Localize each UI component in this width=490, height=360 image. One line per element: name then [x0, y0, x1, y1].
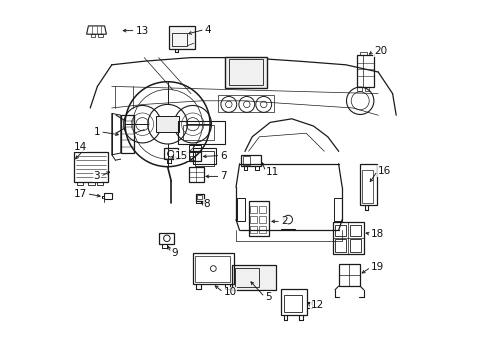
- Bar: [197, 195, 202, 199]
- Bar: [91, 34, 95, 37]
- Bar: [183, 125, 214, 140]
- Bar: [195, 151, 215, 166]
- Text: 5: 5: [265, 292, 271, 302]
- Text: 19: 19: [371, 262, 384, 272]
- Bar: [229, 59, 263, 85]
- Bar: [365, 87, 369, 91]
- Bar: [159, 233, 174, 244]
- Bar: [189, 167, 204, 182]
- Bar: [193, 253, 234, 284]
- Text: 12: 12: [311, 300, 324, 310]
- Bar: [196, 256, 229, 282]
- Bar: [284, 295, 302, 312]
- Bar: [243, 156, 250, 165]
- Bar: [164, 148, 178, 159]
- Bar: [350, 225, 361, 236]
- Bar: [237, 198, 245, 221]
- Text: 7: 7: [220, 171, 227, 181]
- Bar: [363, 170, 373, 203]
- Text: 10: 10: [223, 287, 237, 297]
- Text: 16: 16: [377, 166, 391, 176]
- Bar: [339, 264, 360, 286]
- Bar: [360, 52, 367, 55]
- Text: 17: 17: [74, 189, 87, 199]
- Bar: [334, 198, 342, 221]
- Bar: [259, 226, 266, 233]
- Bar: [281, 289, 307, 315]
- Bar: [218, 95, 274, 112]
- Bar: [357, 55, 374, 87]
- Bar: [97, 182, 103, 185]
- Bar: [178, 121, 225, 144]
- Bar: [170, 26, 196, 49]
- Bar: [172, 33, 187, 46]
- Text: 4: 4: [205, 24, 211, 35]
- Bar: [104, 193, 112, 199]
- Bar: [189, 145, 201, 152]
- Bar: [196, 194, 204, 201]
- Bar: [250, 206, 257, 213]
- Bar: [156, 116, 179, 132]
- Text: 18: 18: [371, 229, 384, 239]
- Text: 6: 6: [220, 150, 227, 161]
- Text: 3: 3: [94, 171, 100, 181]
- Bar: [88, 182, 95, 185]
- Bar: [225, 57, 267, 88]
- Bar: [335, 225, 346, 236]
- Bar: [242, 155, 261, 166]
- Bar: [259, 216, 266, 223]
- Bar: [190, 156, 195, 160]
- Bar: [250, 226, 257, 233]
- Text: 1: 1: [94, 127, 100, 137]
- Bar: [121, 115, 134, 153]
- Bar: [102, 196, 104, 198]
- Bar: [259, 206, 266, 213]
- Bar: [193, 148, 216, 164]
- Bar: [74, 152, 108, 182]
- Text: 20: 20: [374, 46, 387, 56]
- Bar: [189, 151, 201, 161]
- Bar: [250, 216, 257, 223]
- Text: 11: 11: [266, 167, 279, 177]
- Bar: [232, 265, 275, 290]
- Text: 13: 13: [136, 26, 149, 36]
- Bar: [98, 34, 103, 37]
- Text: 9: 9: [171, 248, 178, 258]
- Bar: [350, 239, 361, 252]
- Bar: [248, 201, 270, 236]
- Bar: [357, 87, 362, 91]
- Bar: [235, 268, 259, 287]
- Text: 2: 2: [281, 216, 288, 226]
- Bar: [360, 164, 377, 205]
- Bar: [76, 182, 83, 185]
- Text: 15: 15: [175, 150, 188, 161]
- Bar: [335, 239, 346, 252]
- Bar: [333, 222, 364, 254]
- Text: 14: 14: [74, 142, 87, 152]
- Text: 8: 8: [204, 199, 210, 209]
